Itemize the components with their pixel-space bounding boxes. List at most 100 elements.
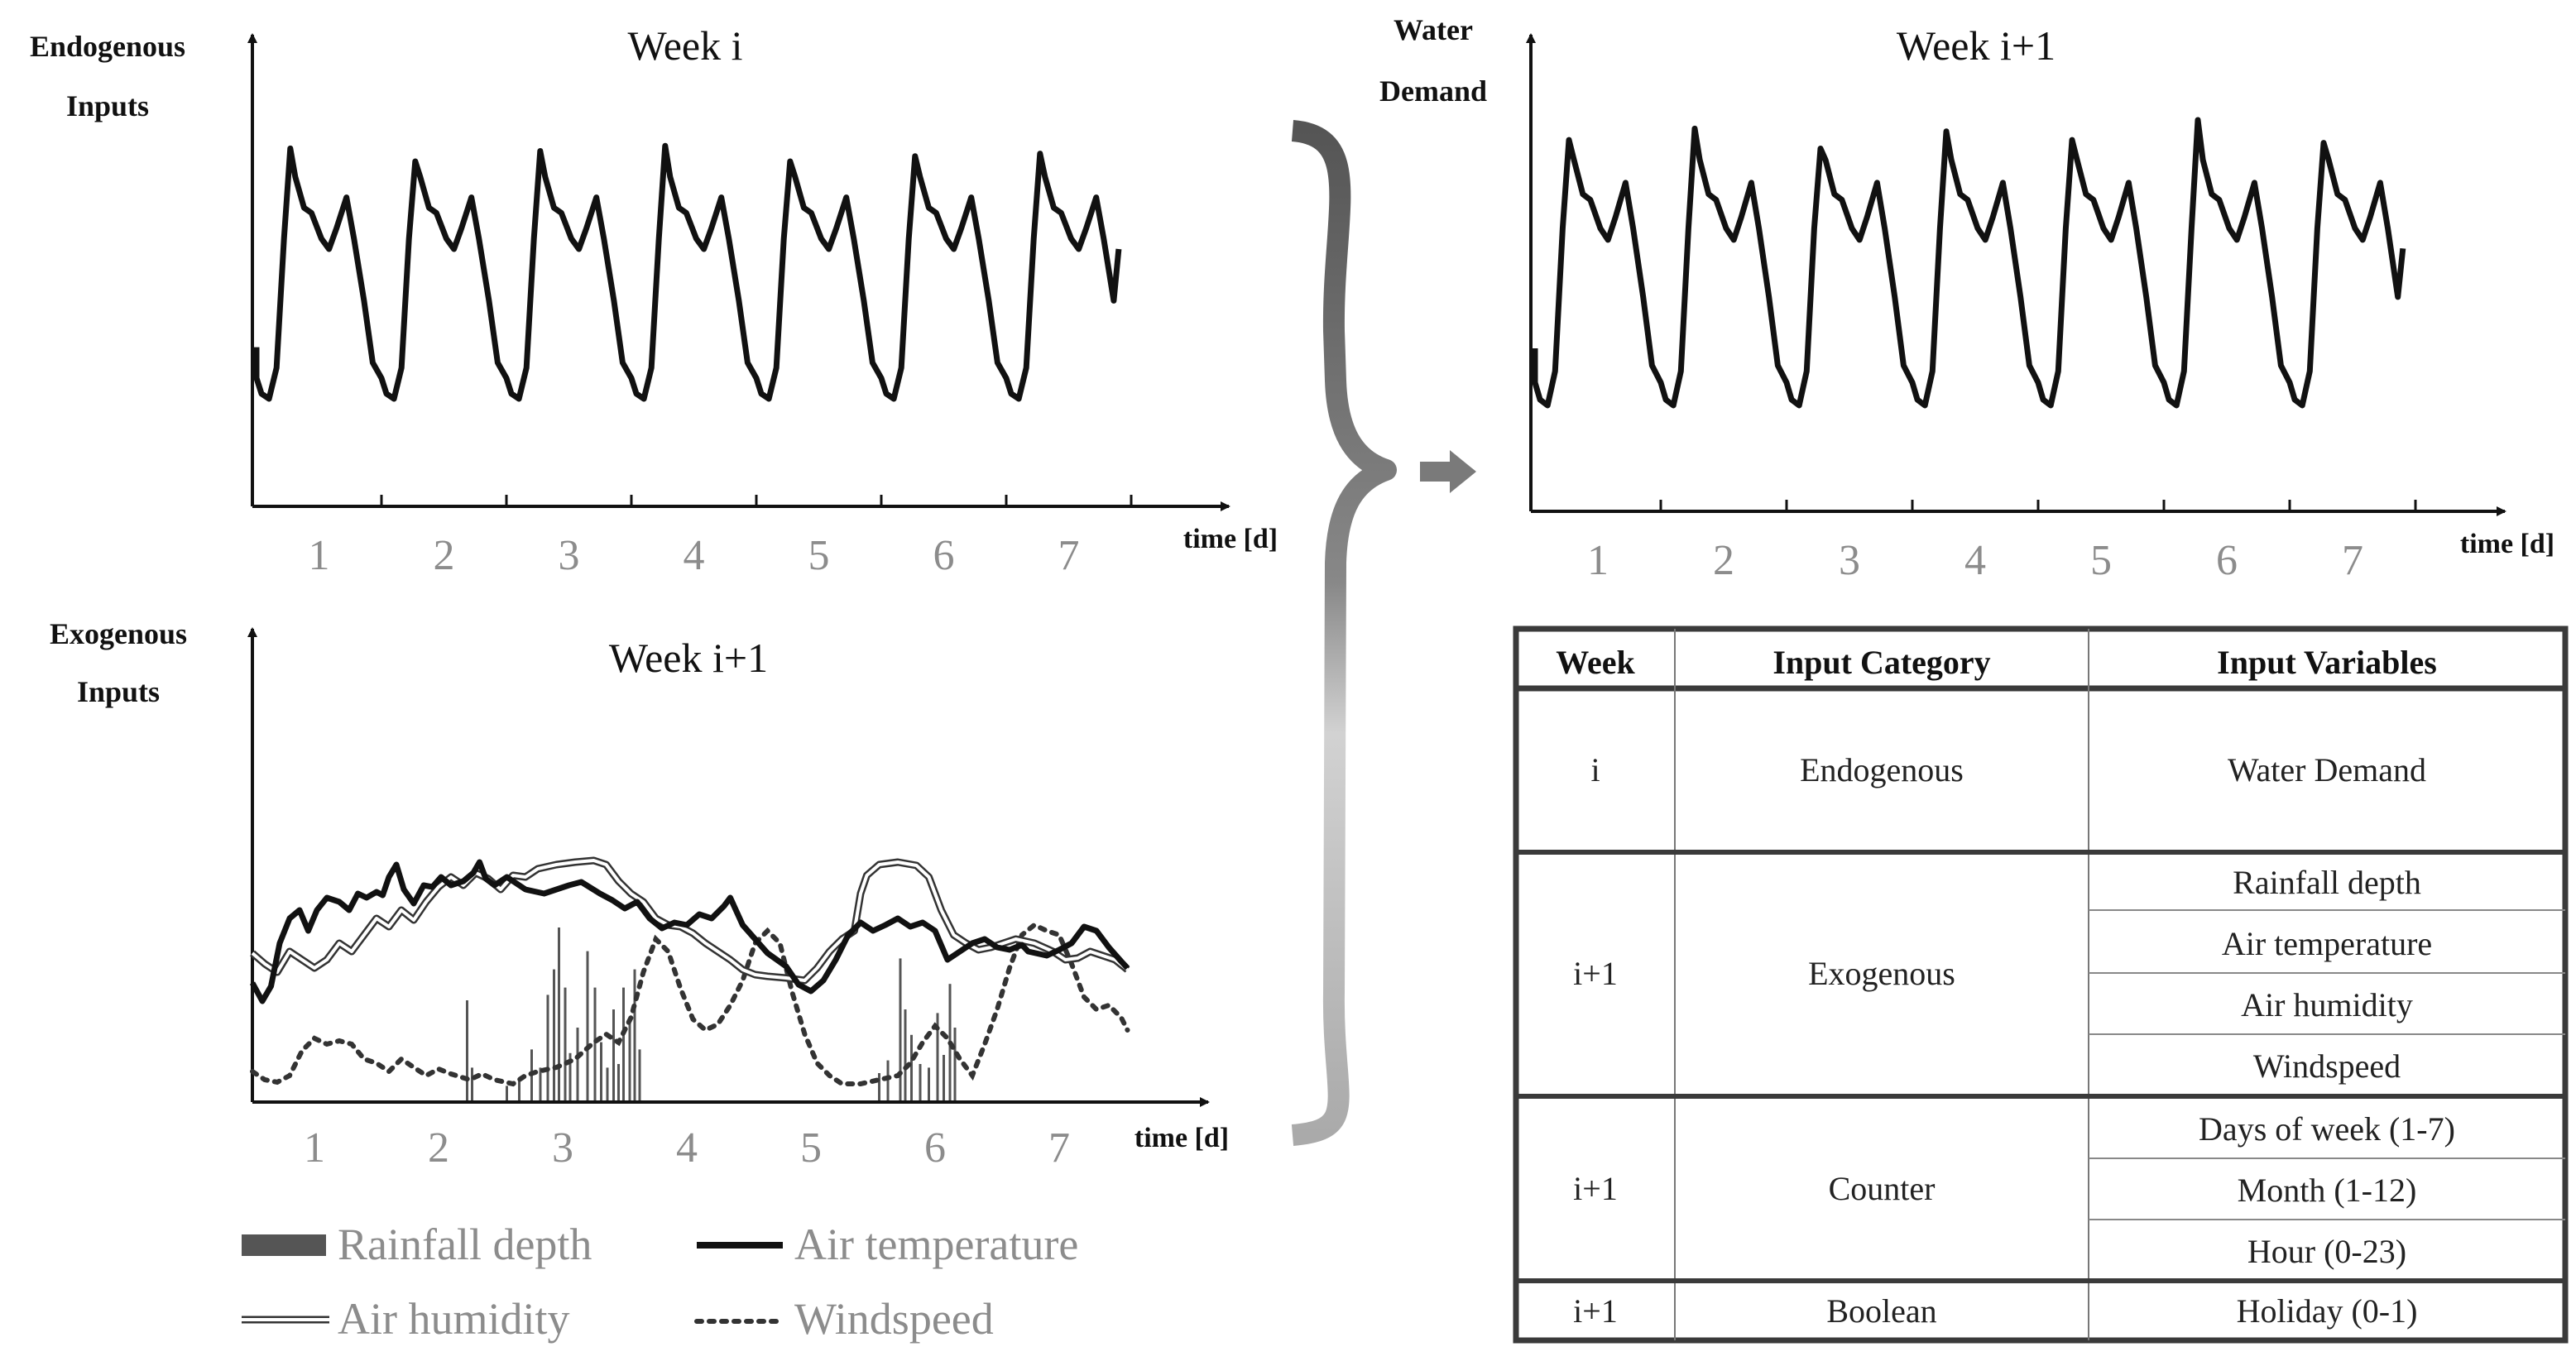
- x-tick-label: 7: [1058, 532, 1080, 579]
- rainfall-bars: [466, 927, 957, 1100]
- x-tick-label: 3: [559, 532, 580, 579]
- y-axis-label-line1: Water: [1394, 13, 1473, 46]
- rainfall-bar: [628, 1016, 631, 1100]
- rainfall-bar: [539, 1067, 542, 1100]
- rainfall-bar: [919, 1064, 922, 1100]
- x-tick-labels: 1 2 3 4 5 6 7: [1587, 537, 2363, 584]
- cell-variable: Month (1-12): [2238, 1172, 2417, 1209]
- rainfall-bar: [617, 1064, 620, 1100]
- rainfall-bar: [564, 987, 567, 1100]
- cell-week: i+1: [1573, 955, 1618, 992]
- x-tick-marks: [1659, 500, 2417, 511]
- cell-week: i: [1590, 751, 1600, 788]
- panel-title: Week i: [628, 22, 743, 69]
- x-axis-label: time [d]: [2460, 529, 2554, 559]
- rainfall-bar: [558, 927, 560, 1100]
- x-tick-label: 1: [1587, 537, 1609, 584]
- rainfall-bar: [928, 1067, 930, 1100]
- cell-variable: Hour (0-23): [2247, 1233, 2406, 1270]
- rainfall-bar: [899, 958, 902, 1100]
- x-tick-label: 5: [808, 532, 830, 579]
- merge-brace: [1291, 120, 1397, 1146]
- cell-category: Endogenous: [1800, 751, 1964, 788]
- table-group-boolean: i+1 Boolean Holiday (0-1): [1573, 1292, 2417, 1330]
- rainfall-bar: [546, 995, 549, 1100]
- cell-variable: Windspeed: [2253, 1047, 2401, 1085]
- cell-category: Counter: [1829, 1170, 1936, 1207]
- table-header-row: Week Input Category Input Variables: [1556, 644, 2437, 681]
- header-input-category: Input Category: [1772, 644, 1990, 681]
- header-week: Week: [1556, 644, 1635, 681]
- rainfall-bar: [612, 1009, 615, 1100]
- cell-variable: Days of week (1-7): [2199, 1110, 2455, 1148]
- cell-category: Exogenous: [1808, 955, 1955, 992]
- x-axis-label: time [d]: [1134, 1123, 1229, 1153]
- x-tick-label: 5: [2090, 537, 2112, 584]
- x-tick-label: 2: [1713, 537, 1734, 584]
- cell-variable: Water Demand: [2228, 751, 2426, 788]
- x-axis-label: time [d]: [1183, 524, 1278, 554]
- x-tick-labels: 1 2 3 4 5 6 7: [309, 532, 1080, 579]
- table-group-counter: i+1 Counter Days of week (1-7) Month (1-…: [1573, 1110, 2455, 1270]
- x-tick-marks: [380, 495, 1133, 506]
- cell-variable: Holiday (0-1): [2237, 1292, 2418, 1330]
- rainfall-bar: [606, 1067, 609, 1100]
- panel-title: Week i+1: [1897, 22, 2056, 69]
- x-tick-label: 7: [2342, 537, 2363, 584]
- y-axis-label-line1: Exogenous: [50, 617, 187, 650]
- cell-variable: Air humidity: [2241, 986, 2413, 1023]
- rainfall-bar: [506, 1086, 508, 1100]
- x-tick-label: 4: [676, 1124, 698, 1172]
- legend-rainfall-swatch: [242, 1234, 326, 1256]
- windspeed-curve: [250, 922, 1130, 1087]
- rainfall-bar: [466, 1000, 468, 1100]
- x-tick-label: 5: [800, 1124, 822, 1172]
- y-axis-label-line1: Endogenous: [30, 30, 185, 63]
- legend-temperature-label: Air temperature: [794, 1220, 1078, 1269]
- rainfall-bar: [622, 987, 625, 1100]
- legend-humidity-label: Air humidity: [338, 1294, 570, 1344]
- y-axis-label-line2: Inputs: [77, 675, 160, 708]
- rainfall-bar: [586, 951, 589, 1100]
- x-tick-label: 7: [1048, 1124, 1070, 1172]
- rainfall-bar: [553, 969, 555, 1100]
- y-axis-label-line2: Demand: [1379, 74, 1487, 108]
- rainfall-bar: [568, 1052, 572, 1100]
- air-temperature-curve: [249, 859, 1130, 1004]
- x-tick-label: 2: [428, 1124, 449, 1172]
- water-demand-curve: [253, 142, 1122, 402]
- x-tick-label: 1: [309, 532, 330, 579]
- rainfall-bar: [953, 1028, 957, 1100]
- x-tick-labels: 1 2 3 4 5 6 7: [304, 1124, 1070, 1172]
- rainfall-bar: [471, 1067, 473, 1100]
- legend: Rainfall depth Air temperature Air humid…: [242, 1220, 1078, 1344]
- forecast-arrow-icon: [1420, 450, 1476, 493]
- legend-rainfall-label: Rainfall depth: [338, 1220, 592, 1269]
- table-border: [1513, 625, 2569, 1344]
- x-tick-label: 4: [1964, 537, 1986, 584]
- rainfall-bar: [600, 1042, 602, 1100]
- table-group-endogenous: i Endogenous Water Demand: [1590, 751, 2426, 788]
- legend-windspeed-label: Windspeed: [794, 1294, 994, 1344]
- brace-shape: [1291, 120, 1397, 1146]
- rainfall-bar: [910, 1034, 913, 1100]
- x-tick-label: 4: [684, 532, 705, 579]
- rainfall-bar: [576, 1028, 579, 1100]
- rainfall-bar: [886, 1060, 890, 1100]
- panel-endogenous-week-i: Endogenous Inputs Week i 1 2 3 4 5 6 7 time [d…: [30, 22, 1278, 579]
- x-tick-label: 2: [434, 532, 455, 579]
- header-input-variables: Input Variables: [2217, 644, 2437, 681]
- rainfall-bar: [904, 1009, 907, 1100]
- y-axis-label-line2: Inputs: [66, 89, 149, 122]
- air-humidity-curve-inner: [251, 859, 1129, 982]
- rainfall-bar: [943, 1055, 945, 1100]
- cell-category: Boolean: [1826, 1292, 1936, 1330]
- x-tick-label: 6: [2216, 537, 2238, 584]
- cell-variable: Air temperature: [2222, 925, 2432, 962]
- panel-title: Week i+1: [609, 635, 768, 681]
- table-group-exogenous: i+1 Exogenous Rainfall depth Air tempera…: [1573, 864, 2432, 1085]
- cell-week: i+1: [1573, 1170, 1618, 1207]
- x-tick-label: 3: [1839, 537, 1860, 584]
- input-variables-table: Week Input Category Input Variables i En…: [1513, 625, 2569, 1344]
